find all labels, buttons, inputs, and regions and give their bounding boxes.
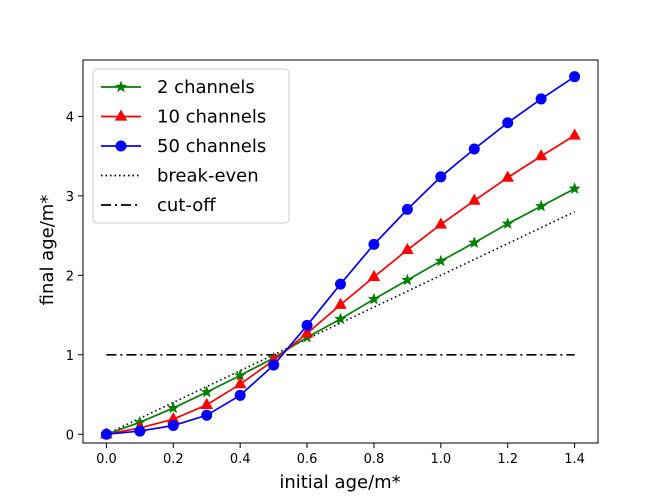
legend-label-10-channels: 10 channels xyxy=(157,107,266,128)
plot-frame xyxy=(82,59,599,444)
data-point-50-channels xyxy=(368,238,380,250)
axes: 0.0 0.2 0.4 0.6 0.8 1.0 1.2 1.4 0 1 2 3 4 xyxy=(66,59,599,467)
y-tick-label: 1 xyxy=(66,349,74,364)
data-point-50-channels xyxy=(167,420,179,432)
y-tick-label: 0 xyxy=(66,428,74,443)
data-point-2-channels xyxy=(401,273,414,286)
y-tick-label: 3 xyxy=(66,190,74,205)
data-point-50-channels xyxy=(569,71,581,83)
data-point-2-channels xyxy=(367,292,381,305)
data-point-50-channels xyxy=(468,143,480,155)
x-tick-label: 0.8 xyxy=(364,452,385,467)
series-line-break-even xyxy=(106,211,575,435)
data-point-10-channels xyxy=(501,170,514,182)
data-point-50-channels xyxy=(234,389,246,401)
data-point-2-channels xyxy=(434,254,447,267)
data-point-50-channels xyxy=(134,425,146,437)
data-point-50-channels xyxy=(502,117,514,129)
data-point-10-channels xyxy=(401,242,414,255)
legend: 2 channels 10 channels 50 channels break-ev… xyxy=(92,68,290,224)
data-point-50-channels xyxy=(401,203,413,215)
x-tick-label: 1.0 xyxy=(430,452,451,467)
data-point-2-channels xyxy=(167,401,180,414)
legend-box xyxy=(92,68,290,224)
legend-marker-50-channels xyxy=(115,140,127,152)
data-point-2-channels xyxy=(535,199,548,212)
x-tick-label: 1.4 xyxy=(564,452,585,467)
data-point-50-channels xyxy=(335,278,346,290)
data-point-50-channels xyxy=(535,93,547,105)
data-point-2-channels xyxy=(468,236,481,248)
data-point-50-channels xyxy=(268,359,280,371)
data-point-10-channels xyxy=(334,297,347,309)
data-point-10-channels xyxy=(300,326,314,338)
x-tick-label: 1.2 xyxy=(497,452,518,467)
data-point-10-channels xyxy=(367,269,381,282)
data-point-50-channels xyxy=(201,409,213,421)
data-point-2-channels xyxy=(568,182,581,194)
data-point-2-channels xyxy=(501,217,514,229)
data-point-10-channels xyxy=(568,128,581,140)
y-axis-label: final age/m* xyxy=(37,195,58,306)
x-tick-label: 0.6 xyxy=(297,452,318,467)
data-point-50-channels xyxy=(301,319,313,331)
data-point-2-channels xyxy=(334,312,347,325)
data-point-10-channels xyxy=(534,149,548,161)
data-point-10-channels xyxy=(233,377,247,389)
legend-label-50-channels: 50 channels xyxy=(157,136,266,157)
data-point-10-channels xyxy=(434,217,448,229)
legend-label-2-channels: 2 channels xyxy=(157,77,255,98)
x-tick-label: 0.2 xyxy=(163,452,184,467)
x-tick-label: 0.4 xyxy=(230,452,251,467)
y-tick-label: 4 xyxy=(66,110,74,125)
data-point-50-channels xyxy=(100,428,112,440)
data-point-50-channels xyxy=(435,171,447,183)
data-point-10-channels xyxy=(468,193,481,205)
data-point-10-channels xyxy=(200,397,213,409)
x-axis-label: initial age/m* xyxy=(279,472,400,493)
legend-marker-2-channels xyxy=(114,80,128,93)
data-point-2-channels xyxy=(200,385,213,398)
x-tick-label: 0.0 xyxy=(96,452,117,467)
legend-label-break-even: break-even xyxy=(157,166,259,187)
y-tick-label: 2 xyxy=(66,269,74,284)
plot-area xyxy=(100,71,581,440)
legend-label-cut-off: cut-off xyxy=(157,195,216,216)
legend-marker-10-channels xyxy=(114,109,128,121)
